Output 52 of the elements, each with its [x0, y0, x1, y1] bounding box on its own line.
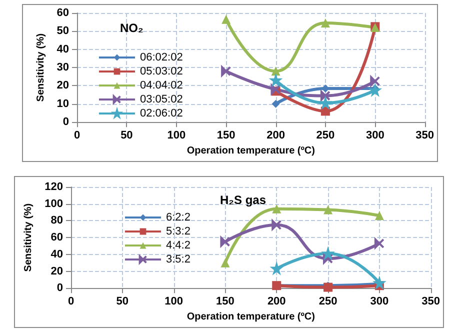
point	[272, 100, 280, 108]
legend-label: 02:06:02	[140, 108, 183, 120]
text: H₂S gas	[220, 193, 266, 207]
point	[271, 66, 280, 76]
y-axis-title: Sensitivity (%)	[35, 33, 46, 102]
y-tick-label: 20	[56, 80, 69, 92]
x-axis-title: Operation temperature (ºC)	[186, 312, 315, 322]
y-tick-label: 50	[56, 25, 69, 38]
y-tick-label: 80	[50, 214, 63, 227]
point	[222, 14, 231, 24]
x-tick-label: 250	[316, 130, 335, 142]
x-tick-label: 150	[216, 130, 236, 142]
x-tick-label: 100	[164, 296, 183, 308]
point	[220, 258, 230, 268]
point	[374, 211, 384, 220]
x-tick-label: 100	[167, 130, 186, 142]
y-axis-title: Sensitivity (%)	[23, 203, 34, 272]
y-tick-label: 30	[56, 62, 69, 74]
legend-label: 05:03:02	[140, 66, 183, 78]
x-tick-label: 0	[74, 130, 80, 142]
x-tick-label: 350	[422, 296, 440, 308]
y-tick-label: 40	[56, 43, 69, 56]
x-tick-label: 350	[416, 130, 434, 142]
legend-label: 06:02:02	[140, 52, 183, 64]
y-tick-label: 60	[50, 232, 63, 244]
y-tick-label: 10	[56, 98, 69, 110]
legend-label: 6:2:2	[166, 212, 190, 224]
x-tick-label: 150	[216, 296, 234, 308]
x-tick-label: 300	[366, 130, 384, 142]
x-tick-label: 50	[116, 296, 129, 308]
x-tick-label: 200	[266, 130, 285, 142]
y-tick-label: 20	[50, 265, 63, 278]
y-tick-label: 0	[56, 282, 63, 294]
y-tick-label: 120	[44, 181, 63, 193]
legend-label: 03:05:02	[140, 94, 183, 106]
legend-label: 04:04:02	[140, 80, 183, 92]
point	[320, 18, 330, 28]
legend-label: 3:5:2	[166, 254, 190, 266]
text: NO₂	[120, 21, 144, 35]
x-tick-label: 300	[370, 296, 389, 308]
point	[272, 204, 282, 214]
x-tick-label: 200	[267, 296, 286, 308]
y-tick-label: 40	[50, 248, 63, 260]
y-tick-label: 100	[44, 198, 63, 210]
x-axis-title: Operation temperature (ºC)	[186, 146, 315, 156]
point	[324, 205, 333, 214]
y-tick-label: 0	[62, 116, 69, 128]
x-tick-label: 50	[120, 130, 133, 142]
x-tick-label: 250	[318, 296, 338, 308]
y-tick-label: 60	[56, 7, 69, 19]
legend-label: 4:4:2	[166, 240, 190, 252]
legend-label: 5:3:2	[166, 226, 190, 238]
